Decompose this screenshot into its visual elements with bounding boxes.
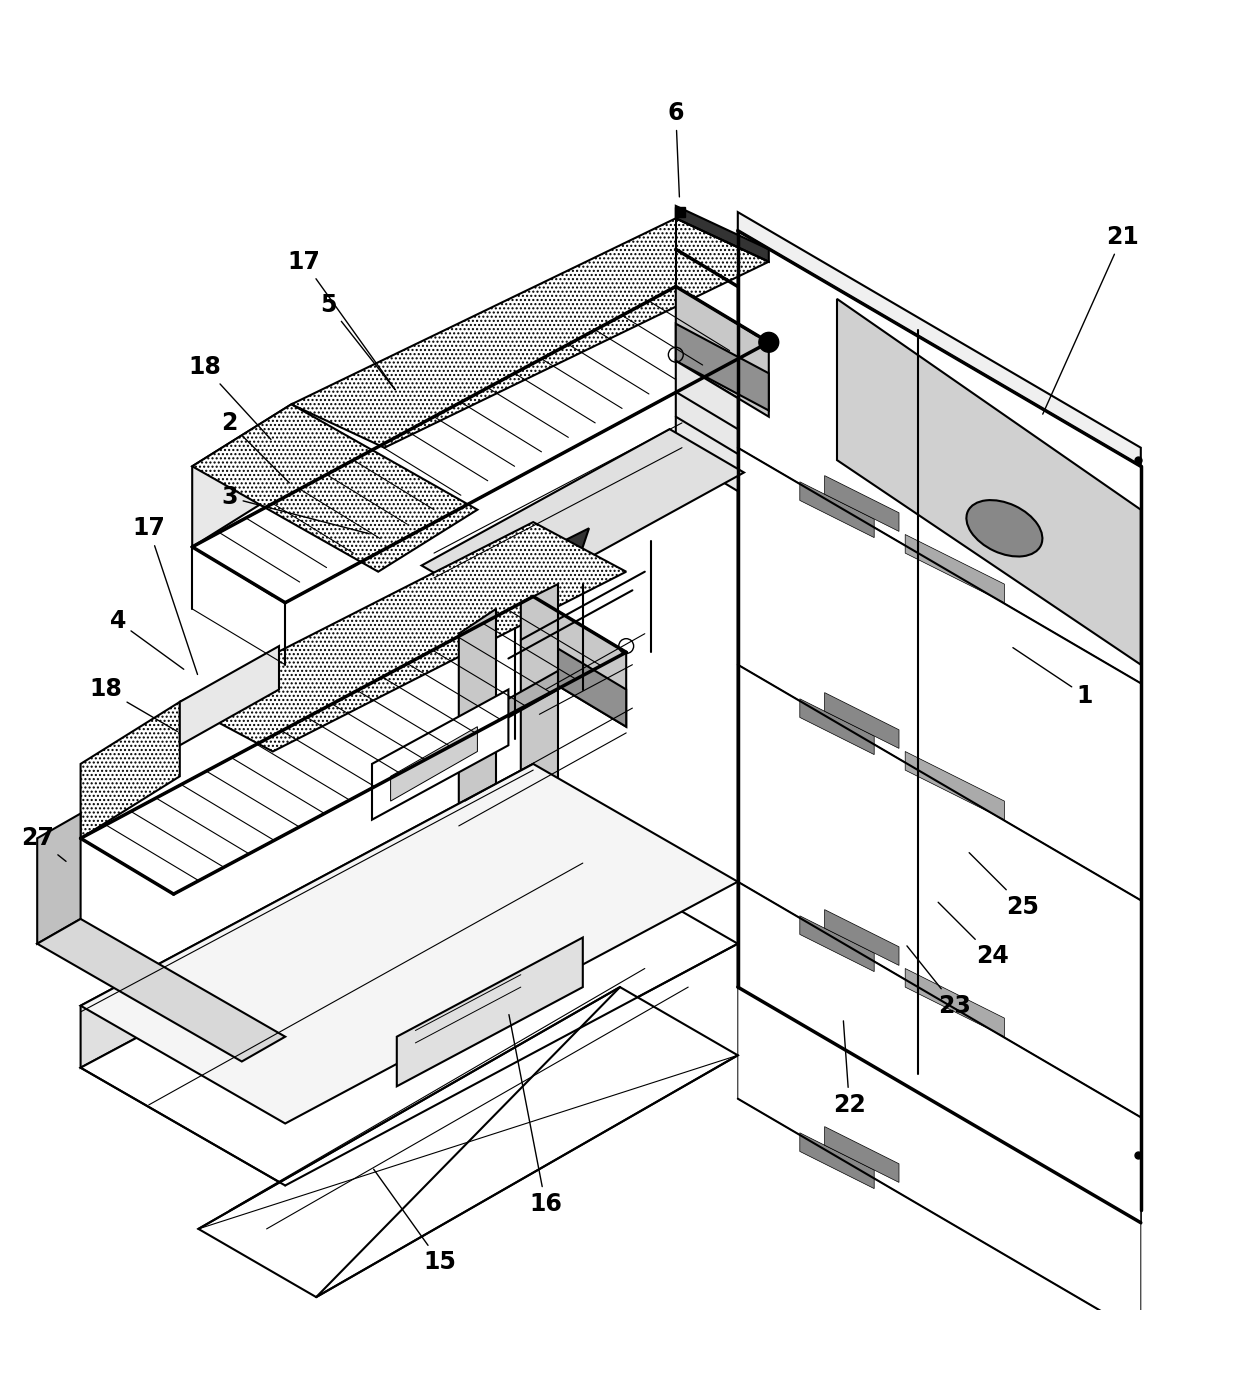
Polygon shape (539, 528, 589, 603)
Polygon shape (825, 1127, 899, 1182)
Polygon shape (738, 230, 837, 1043)
Text: 17: 17 (133, 516, 197, 674)
Text: 24: 24 (939, 902, 1008, 968)
Polygon shape (397, 938, 583, 1087)
Polygon shape (459, 610, 496, 851)
Polygon shape (738, 665, 1141, 1117)
Text: 18: 18 (89, 677, 177, 731)
Polygon shape (192, 404, 477, 572)
Circle shape (759, 332, 779, 352)
Polygon shape (180, 523, 626, 752)
Polygon shape (198, 987, 738, 1298)
Text: 17: 17 (288, 250, 396, 390)
Polygon shape (825, 692, 899, 749)
Polygon shape (800, 1132, 874, 1189)
Text: 23: 23 (906, 946, 971, 1018)
Text: 15: 15 (373, 1169, 456, 1274)
Polygon shape (738, 448, 1141, 900)
Text: 1: 1 (1013, 648, 1094, 707)
Text: 3: 3 (221, 485, 370, 534)
Ellipse shape (966, 501, 1043, 557)
Text: 4: 4 (109, 610, 184, 669)
Polygon shape (192, 287, 769, 603)
Polygon shape (738, 881, 1141, 1335)
Text: 18: 18 (188, 356, 270, 440)
Polygon shape (81, 764, 533, 1067)
Polygon shape (81, 764, 738, 1124)
Text: 2: 2 (221, 411, 289, 483)
Polygon shape (533, 634, 626, 727)
Polygon shape (905, 535, 1004, 603)
Text: 21: 21 (1043, 225, 1138, 414)
Polygon shape (825, 910, 899, 965)
Polygon shape (391, 727, 477, 801)
Polygon shape (521, 585, 558, 819)
Text: 16: 16 (508, 1015, 562, 1216)
Polygon shape (180, 647, 279, 745)
Polygon shape (676, 287, 769, 416)
Polygon shape (800, 916, 874, 972)
Polygon shape (676, 361, 738, 491)
Polygon shape (372, 690, 508, 819)
Polygon shape (37, 918, 285, 1062)
Polygon shape (800, 699, 874, 754)
Polygon shape (837, 299, 1141, 665)
Polygon shape (676, 205, 769, 262)
Polygon shape (905, 752, 1004, 819)
Text: 25: 25 (970, 852, 1039, 918)
Text: 22: 22 (833, 1020, 866, 1117)
Polygon shape (533, 597, 626, 727)
Polygon shape (676, 324, 769, 411)
Polygon shape (738, 230, 1141, 1223)
Polygon shape (81, 826, 738, 1186)
Polygon shape (291, 218, 769, 448)
Polygon shape (81, 597, 626, 894)
Polygon shape (192, 404, 291, 547)
Polygon shape (422, 429, 744, 610)
Polygon shape (905, 968, 1004, 1037)
Text: 27: 27 (21, 826, 66, 862)
Polygon shape (825, 476, 899, 531)
Polygon shape (459, 672, 558, 745)
Polygon shape (81, 702, 180, 838)
Text: 6: 6 (667, 101, 684, 197)
Text: 5: 5 (320, 294, 396, 390)
Polygon shape (738, 230, 1141, 684)
Polygon shape (37, 814, 81, 943)
Polygon shape (738, 212, 1141, 466)
Polygon shape (800, 481, 874, 538)
